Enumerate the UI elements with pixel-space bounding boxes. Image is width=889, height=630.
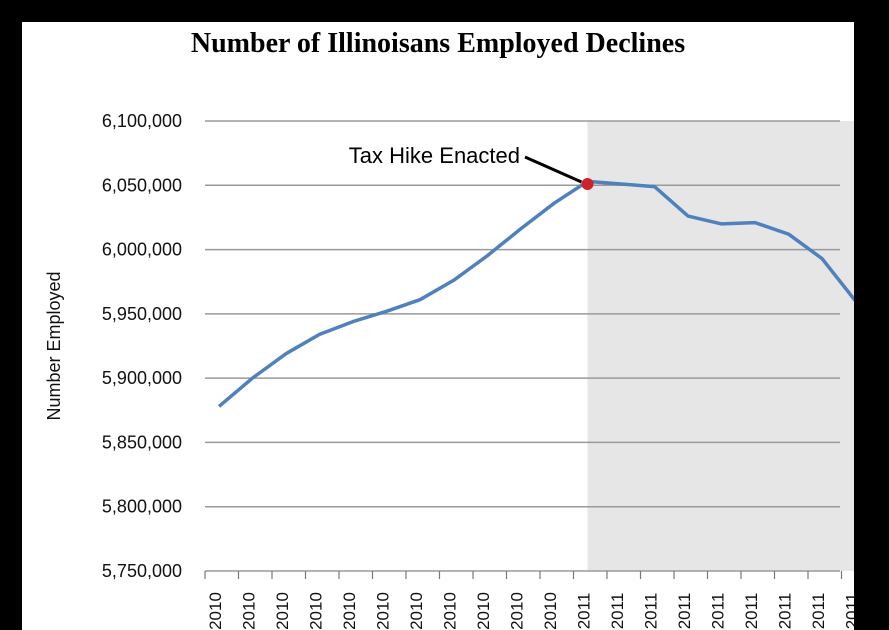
y-tick-label: 5,900,000 — [102, 368, 182, 388]
annotation-marker — [581, 178, 594, 190]
x-tick-label: 2011 — [843, 593, 855, 630]
chart-frame: Number of Illinoisans Employed Declines … — [22, 22, 854, 630]
x-tick-label: 2011 — [809, 593, 828, 630]
chart-title: Number of Illinoisans Employed Declines — [190, 28, 686, 59]
x-tick-label: 2010 — [407, 592, 426, 630]
annotation-label: Tax Hike Enacted — [349, 143, 520, 168]
annotation-leader — [524, 155, 583, 184]
y-axis-label: Number Employed — [44, 271, 64, 420]
y-tick-label: 6,000,000 — [102, 240, 182, 260]
x-tick-label: 2010 — [474, 592, 493, 630]
x-tick-label: 2010 — [541, 592, 560, 630]
y-tick-label: 6,100,000 — [102, 111, 182, 131]
x-tick-label: 2010 — [340, 592, 359, 630]
x-tick-label: 2011 — [642, 593, 661, 630]
x-tick-label: 2010 — [441, 592, 460, 630]
x-tick-label: 2011 — [575, 593, 594, 630]
y-tick-label: 6,050,000 — [102, 175, 182, 195]
y-tick-label: 5,750,000 — [102, 561, 182, 581]
x-tick-label: 2011 — [608, 593, 627, 630]
x-tick-label: 2010 — [206, 592, 225, 630]
x-tick-label: 2010 — [273, 592, 292, 630]
y-tick-label: 5,950,000 — [102, 304, 182, 324]
x-tick-label: 2011 — [709, 593, 728, 630]
y-tick-label: 5,800,000 — [102, 497, 182, 517]
x-tick-label: 2010 — [508, 592, 527, 630]
line-chart: 5,750,000 5,800,000 5,850,000 5,900,000 5,95… — [44, 111, 855, 630]
series-line — [217, 179, 854, 408]
x-tick-label: 2010 — [307, 592, 326, 630]
y-tick-label: 5,850,000 — [102, 432, 182, 452]
x-tick-label: 2011 — [675, 593, 694, 630]
x-tick-label: 2011 — [742, 593, 761, 630]
shaded-region — [587, 121, 854, 571]
x-tick-label: 2010 — [374, 592, 393, 630]
x-tick-label: 2010 — [240, 592, 259, 630]
x-tick-label: 2011 — [776, 593, 795, 630]
